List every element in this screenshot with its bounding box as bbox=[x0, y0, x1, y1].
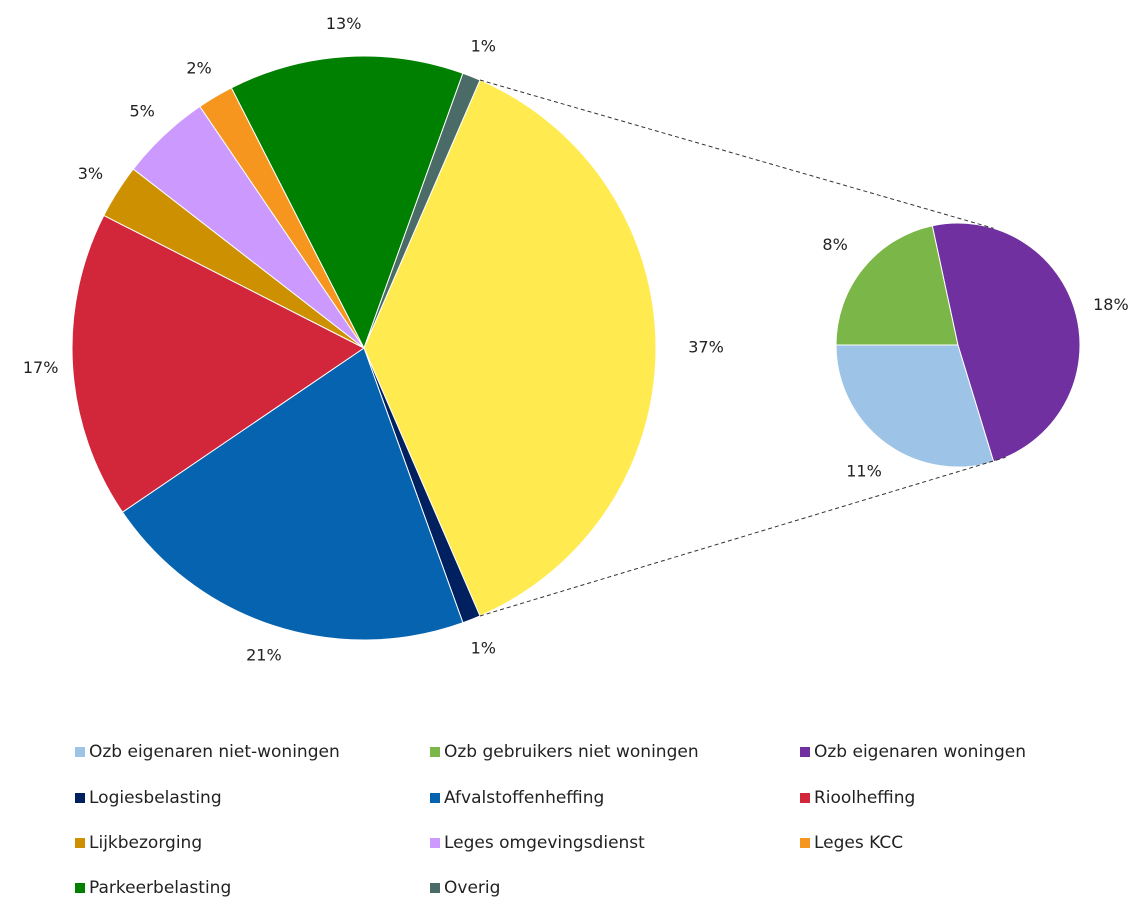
legend-swatch bbox=[75, 793, 85, 803]
data-label: 13% bbox=[326, 14, 362, 33]
data-label: 37% bbox=[688, 338, 724, 357]
pie-slice bbox=[71, 214, 365, 513]
data-label: 11% bbox=[846, 461, 882, 480]
legend-label: Overig bbox=[444, 878, 500, 898]
legend-label: Ozb eigenaren niet-woningen bbox=[89, 742, 340, 762]
legend-label: Afvalstoffenheffing bbox=[444, 788, 604, 808]
legend-label: Logiesbelasting bbox=[89, 788, 222, 808]
pie-slice bbox=[835, 225, 959, 346]
legend-label: Ozb gebruikers niet woningen bbox=[444, 742, 699, 762]
data-label: 2% bbox=[186, 59, 211, 78]
legend-swatch bbox=[430, 793, 440, 803]
legend-swatch bbox=[800, 793, 810, 803]
legend-label: Lijkbezorging bbox=[89, 833, 202, 853]
data-label: 18% bbox=[1093, 295, 1129, 314]
pie-slice bbox=[931, 222, 1081, 463]
data-label: 17% bbox=[23, 358, 59, 377]
pie-slice bbox=[363, 72, 481, 349]
legend-swatch bbox=[75, 838, 85, 848]
data-label: 3% bbox=[78, 164, 103, 183]
legend-label: Rioolheffing bbox=[814, 788, 915, 808]
pie-slice bbox=[121, 347, 464, 641]
legend-label: Leges KCC bbox=[814, 833, 903, 853]
legend-swatch bbox=[430, 883, 440, 893]
legend-swatch bbox=[430, 838, 440, 848]
pie-slice bbox=[363, 79, 657, 617]
legend-swatch bbox=[75, 747, 85, 757]
legend-label: Parkeerbelasting bbox=[89, 878, 231, 898]
data-label: 1% bbox=[471, 36, 496, 55]
pie-slice bbox=[230, 55, 464, 350]
legend-swatch bbox=[430, 747, 440, 757]
data-label: 21% bbox=[246, 646, 282, 665]
legend-label: Leges omgevingsdienst bbox=[444, 833, 645, 853]
connector-line bbox=[479, 456, 1006, 617]
legend-label: Ozb eigenaren woningen bbox=[814, 742, 1026, 762]
legend-swatch bbox=[800, 747, 810, 757]
data-label: 5% bbox=[130, 101, 155, 120]
data-label: 8% bbox=[822, 235, 847, 254]
data-label: 1% bbox=[471, 639, 496, 658]
connector-line bbox=[479, 79, 994, 229]
legend-swatch bbox=[75, 883, 85, 893]
legend-swatch bbox=[800, 838, 810, 848]
pie-slice bbox=[835, 344, 995, 468]
